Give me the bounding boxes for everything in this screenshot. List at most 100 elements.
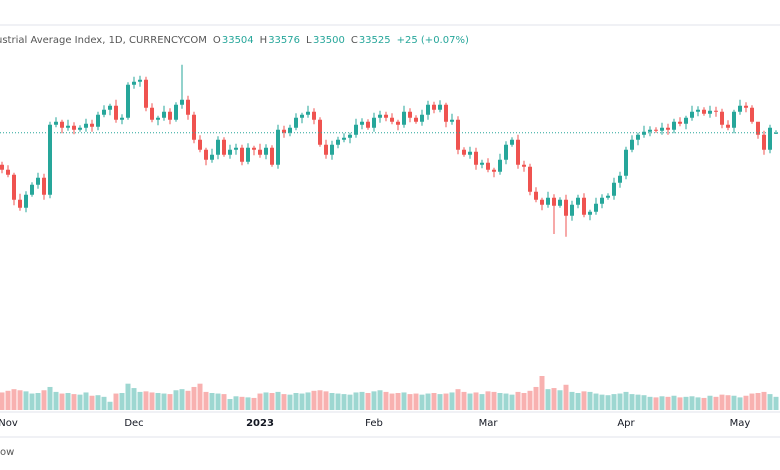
candle-body [336,139,340,145]
candle-body [600,197,604,204]
candle-body [276,129,280,165]
candle-body [504,144,508,160]
volume-bar [593,393,599,410]
ohlc-value: 33525 [359,35,391,46]
volume-bar [11,389,17,410]
candle-body [234,147,238,150]
volume-bar [737,397,743,410]
volume-bar [509,394,515,410]
volume-bar [71,394,77,410]
candle-body [432,104,436,110]
x-tick-label: Mar [479,418,499,429]
candle-body [720,111,724,125]
volume-bar [143,391,149,410]
x-tick-label: Feb [365,418,383,429]
candle-body [438,104,442,110]
candle-body [342,137,346,140]
volume-bar [221,394,227,410]
candle-body [312,111,316,120]
volume-bar [671,395,677,410]
volume-bar [29,393,35,410]
candle-body [450,119,454,122]
candle-body [510,139,514,145]
volume-bar [77,394,83,410]
candle-body [738,105,742,112]
volume-bar [305,392,311,410]
candle-body [540,199,544,205]
candle-body [396,121,400,125]
volume-bar [365,393,371,410]
candle-body [216,139,220,155]
volume-bar [17,390,23,410]
volume-bar [293,393,299,410]
ohlc-value: 33500 [313,35,345,46]
volume-bar [761,391,767,410]
volume-bar [245,397,251,410]
volume-bar [725,395,731,410]
volume-bar [497,393,503,410]
candle-body [606,195,610,198]
candle-body [666,127,670,130]
volume-bar [173,390,179,410]
candle-body [54,121,58,125]
candle-body [594,203,598,212]
volume-bar [83,392,89,410]
volume-bar [599,394,605,410]
candle-body [156,117,160,120]
candle-body [252,147,256,150]
volume-bar [359,391,365,410]
volume-bar [587,391,593,410]
volume-bar [749,393,755,410]
volume-bar [203,391,209,410]
volume-bar [65,393,71,410]
candle-body [702,109,706,114]
volume-bar [515,391,521,410]
volume-bar [263,392,269,410]
volume-bar [551,388,557,410]
legend-header: ustrial Average Index, 1D, CURRENCYCOM [0,35,207,46]
volume-bar [107,401,113,410]
candle-body [48,124,52,195]
volume-bar [647,396,653,410]
volume-bar [707,395,713,410]
candle-body [468,151,472,155]
candle-body [630,139,634,150]
volume-bar [377,390,383,410]
candle-body [498,159,502,172]
candle-body [210,154,214,160]
volume-bar [527,390,533,410]
volume-bar [383,391,389,410]
volume-bar [215,393,221,410]
candle-body [318,119,322,145]
candle-body [264,147,268,155]
volume-bar [773,396,779,410]
candle-body [72,125,76,130]
volume-bar [635,394,641,410]
candle-body [426,104,430,115]
volume-bar [395,393,401,410]
volume-bar [701,397,707,410]
volume-bar [23,391,29,410]
volume-bar [209,393,215,410]
change: +25 (+0.07%) [397,35,469,46]
candle-body [18,199,22,208]
candle-body [246,147,250,162]
candle-body [240,147,244,162]
volume-bar [731,395,737,410]
volume-bar [755,393,761,410]
volume-bar [575,393,581,410]
candle-body [750,107,754,122]
volume-bar [677,397,683,410]
candle-body [258,149,262,155]
volume-bar [401,392,407,410]
volume-bar [269,393,275,410]
candle-body [228,149,232,155]
candle-body [660,127,664,131]
candle-body [612,182,616,196]
volume-bar [443,393,449,410]
candle-body [330,144,334,155]
candle-body [486,162,490,170]
volume-bar [251,397,257,410]
candle-body [294,117,298,128]
